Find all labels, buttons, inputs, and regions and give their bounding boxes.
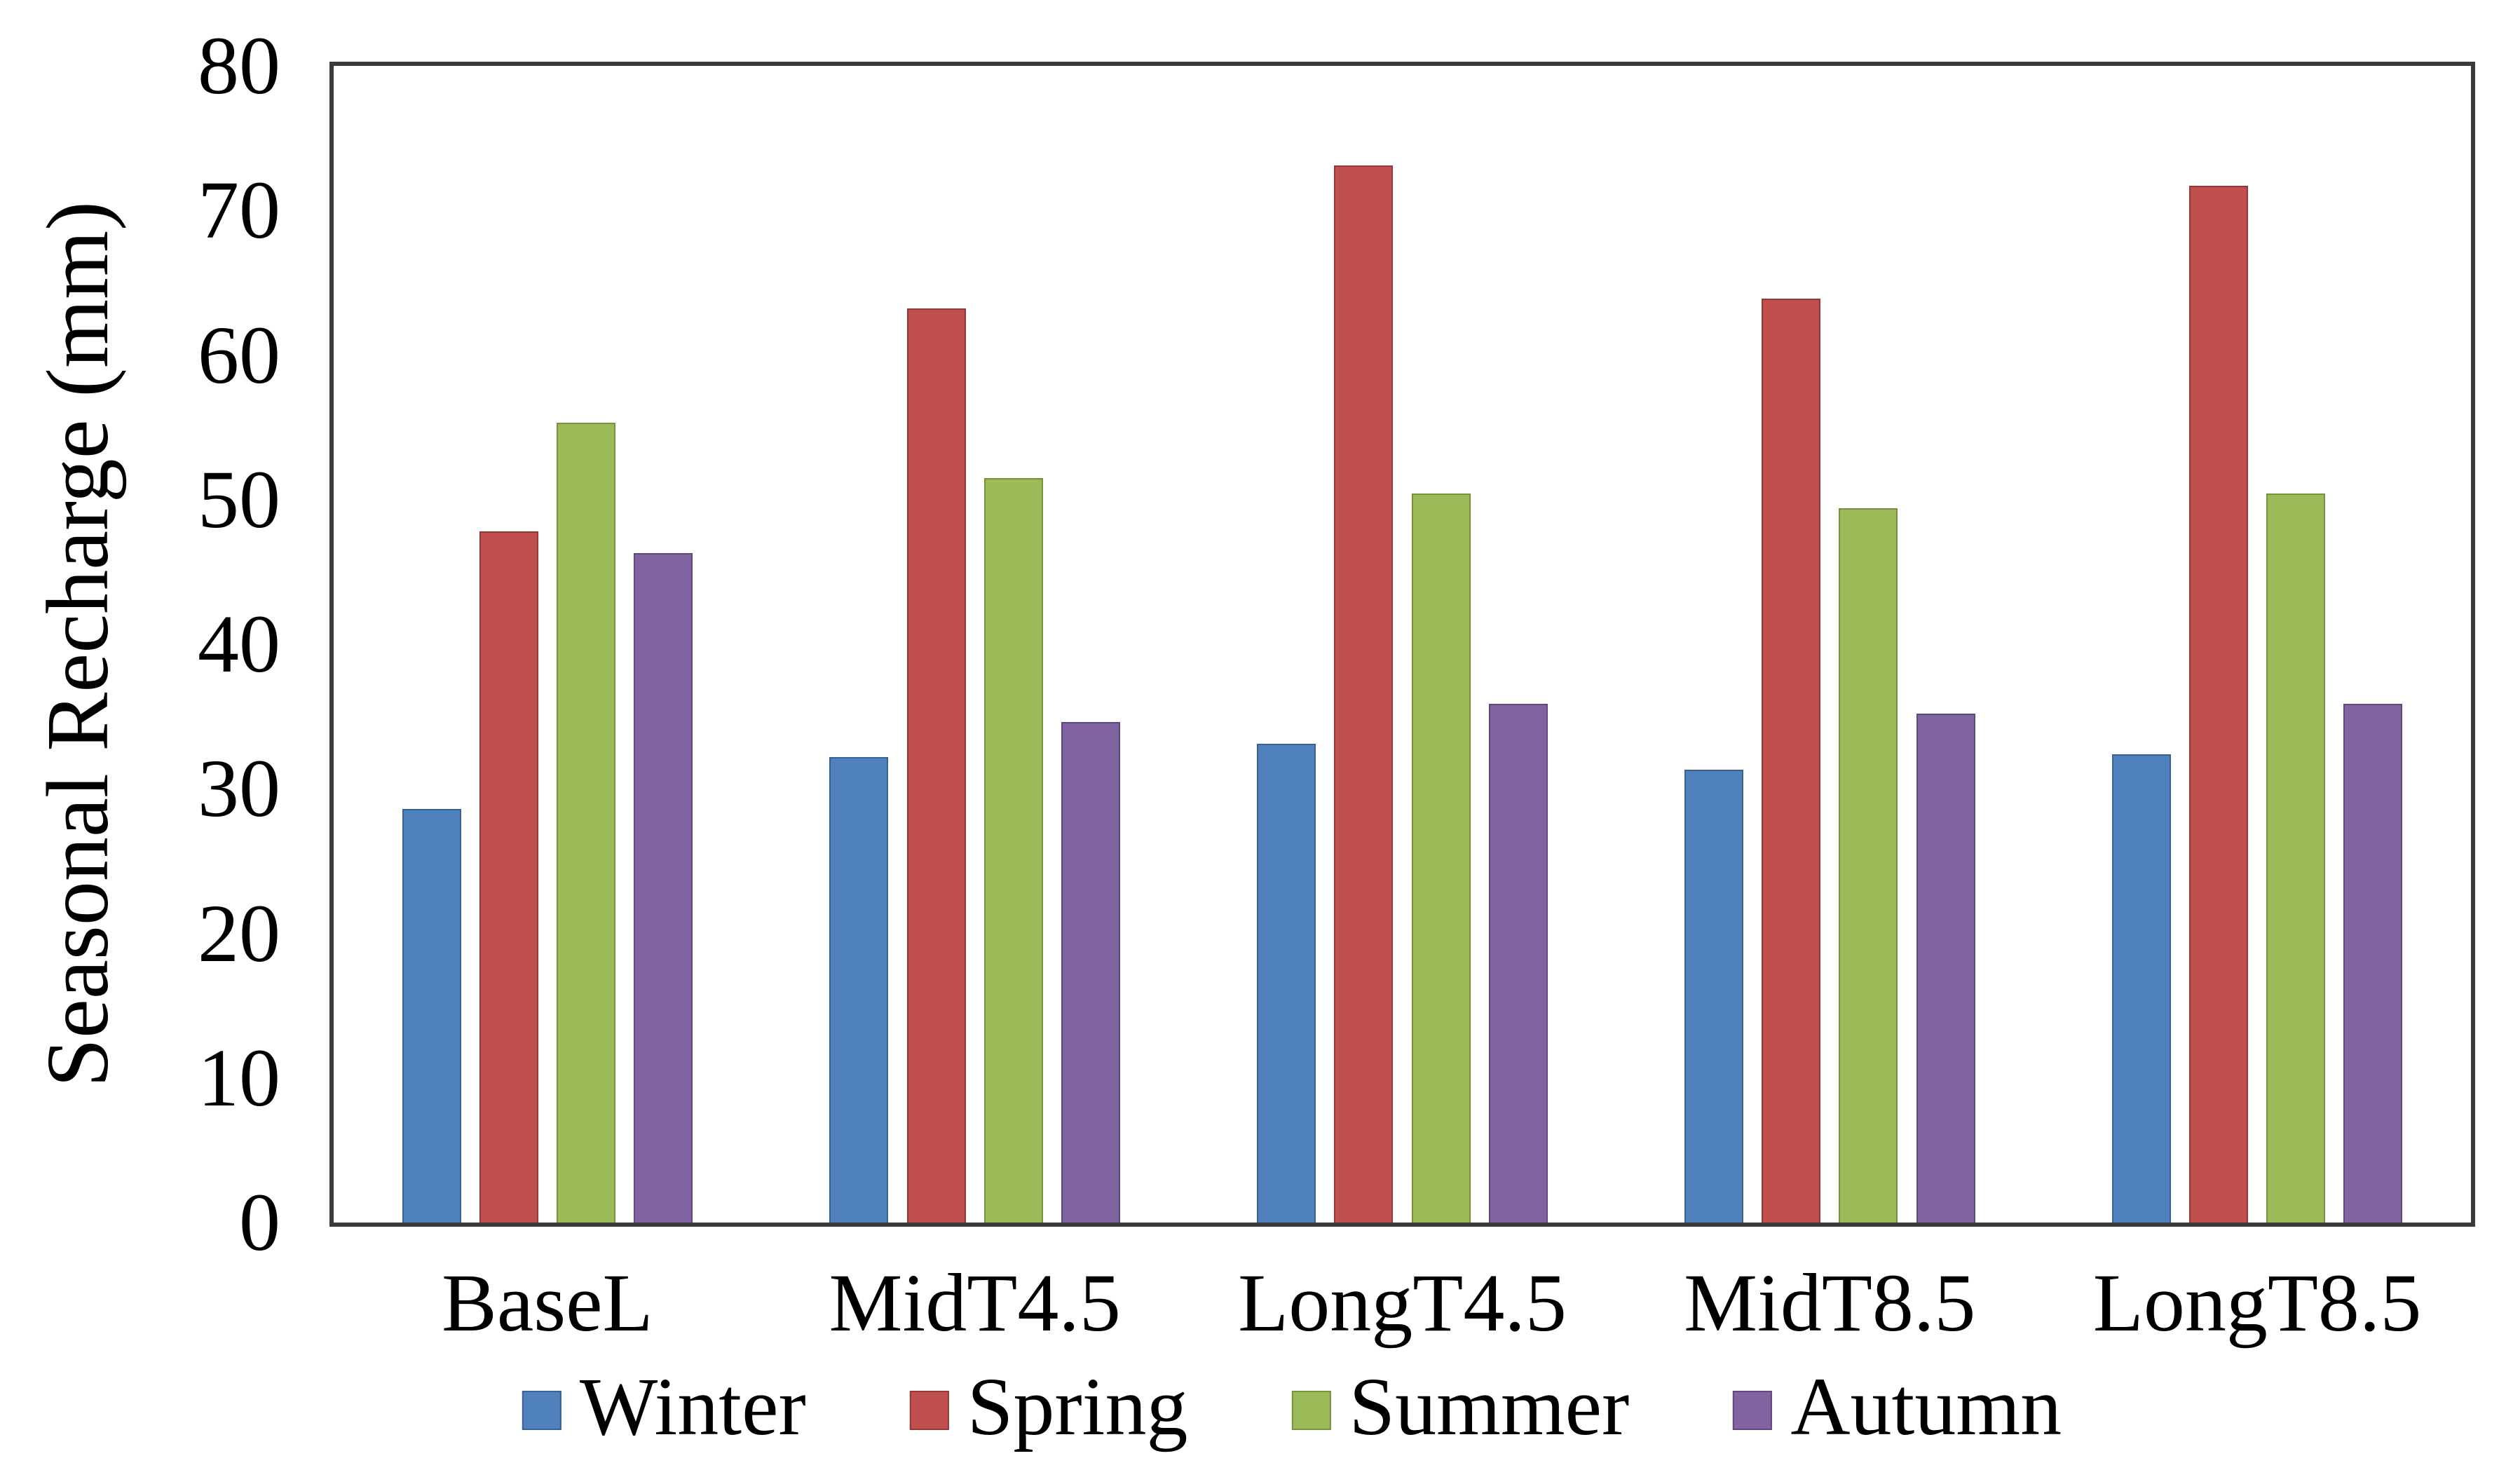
legend-swatch-summer bbox=[1291, 1391, 1331, 1430]
bar-BaseL-autumn bbox=[634, 553, 693, 1223]
y-tick-label-40: 40 bbox=[198, 598, 280, 690]
y-tick-label-60: 60 bbox=[198, 308, 280, 401]
bar-LongT4.5-autumn bbox=[1488, 704, 1548, 1223]
y-tick-label-30: 30 bbox=[198, 742, 280, 835]
bar-MidT8.5-spring bbox=[1762, 299, 1821, 1223]
y-tick-label-80: 80 bbox=[198, 20, 280, 111]
bar-MidT4.5-winter bbox=[829, 757, 889, 1223]
bar-MidT4.5-autumn bbox=[1061, 722, 1120, 1223]
chart-legend: Winter Spring Summer Autumn bbox=[522, 1366, 2062, 1448]
bar-MidT8.5-summer bbox=[1839, 508, 1898, 1223]
bar-MidT8.5-autumn bbox=[1916, 714, 1975, 1223]
bar-BaseL-spring bbox=[479, 531, 538, 1223]
bar-BaseL-summer bbox=[557, 423, 615, 1223]
bar-LongT8.5-autumn bbox=[2343, 704, 2403, 1223]
bar-LongT4.5-summer bbox=[1411, 493, 1471, 1223]
y-tick-label-50: 50 bbox=[198, 453, 280, 545]
y-tick-label-0: 0 bbox=[239, 1176, 280, 1268]
legend-item-winter: Winter bbox=[522, 1366, 806, 1448]
legend-item-summer: Summer bbox=[1291, 1366, 1629, 1448]
bar-MidT4.5-spring bbox=[906, 308, 966, 1223]
legend-swatch-autumn bbox=[1733, 1391, 1773, 1430]
legend-swatch-spring bbox=[909, 1391, 949, 1430]
y-tick-label-20: 20 bbox=[198, 887, 280, 979]
bar-LongT8.5-summer bbox=[2266, 493, 2326, 1223]
plot-area bbox=[329, 62, 2475, 1227]
x-category-label-MidT8.5: MidT8.5 bbox=[1684, 1257, 1976, 1349]
x-category-label-BaseL: BaseL bbox=[442, 1257, 653, 1349]
legend-item-spring: Spring bbox=[909, 1361, 1188, 1452]
bar-LongT4.5-winter bbox=[1257, 744, 1316, 1223]
bar-MidT8.5-winter bbox=[1684, 770, 1743, 1223]
bar-LongT4.5-spring bbox=[1334, 165, 1394, 1223]
legend-swatch-winter bbox=[522, 1391, 561, 1430]
bar-LongT8.5-winter bbox=[2111, 754, 2171, 1223]
bar-LongT8.5-spring bbox=[2189, 186, 2248, 1223]
y-tick-label-70: 70 bbox=[198, 164, 280, 257]
x-category-label-LongT4.5: LongT4.5 bbox=[1238, 1257, 1567, 1349]
legend-label-summer: Summer bbox=[1349, 1361, 1630, 1452]
x-category-label-MidT4.5: MidT4.5 bbox=[829, 1257, 1121, 1349]
legend-label-autumn: Autumn bbox=[1790, 1361, 2062, 1452]
bar-MidT4.5-summer bbox=[983, 478, 1043, 1223]
y-tick-label-10: 10 bbox=[198, 1031, 280, 1124]
bar-BaseL-winter bbox=[402, 809, 461, 1223]
legend-label-winter: Winter bbox=[579, 1361, 806, 1452]
legend-item-autumn: Autumn bbox=[1733, 1366, 2062, 1448]
legend-label-spring: Spring bbox=[967, 1361, 1188, 1452]
x-category-label-LongT8.5: LongT8.5 bbox=[2092, 1257, 2422, 1349]
